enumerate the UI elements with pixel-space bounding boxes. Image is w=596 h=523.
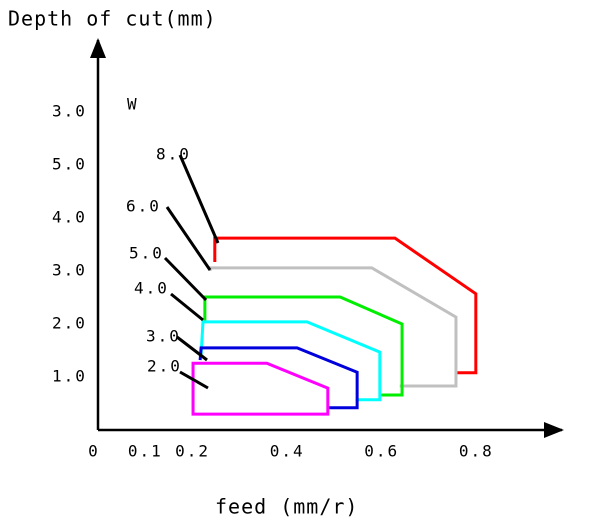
region [208, 266, 458, 388]
y-tick-label: 4.0 [52, 208, 87, 227]
region-label: 6.0 [126, 197, 161, 216]
leader-line [163, 256, 208, 302]
region [198, 346, 359, 410]
x-tick-label: 0.6 [364, 442, 399, 461]
y-tick-label: 1.0 [52, 367, 87, 386]
region-label: 8.0 [156, 145, 191, 164]
x-tick-label: 0.1 [128, 442, 163, 461]
x-axis-label: feed (mm/r) [215, 495, 358, 519]
region-label: 2.0 [147, 357, 182, 376]
y-tick-label: 2.0 [52, 314, 87, 333]
y-tick-label: 3.0 [52, 261, 87, 280]
x-tick-label: 0.2 [175, 442, 210, 461]
leader-line [176, 335, 208, 362]
region [213, 236, 478, 375]
y-tick-label: 3.0 [52, 102, 87, 121]
x-tick-label: 0.8 [459, 442, 494, 461]
leader-line [179, 370, 209, 390]
leader-line [170, 292, 204, 322]
leader-line [165, 206, 212, 271]
region-label: 3.0 [146, 327, 181, 346]
region [191, 361, 330, 416]
region [203, 295, 404, 397]
leader-line [178, 154, 220, 244]
x-tick-label: 0 [88, 442, 100, 461]
x-tick-label: 0.4 [270, 442, 305, 461]
region-label: 4.0 [134, 279, 169, 298]
region-label: 5.0 [129, 244, 164, 263]
chart-title: Depth of cut(mm) [8, 7, 217, 31]
y-tick-label: 5.0 [52, 155, 87, 174]
legend-title: W [127, 95, 139, 114]
region [199, 320, 382, 402]
